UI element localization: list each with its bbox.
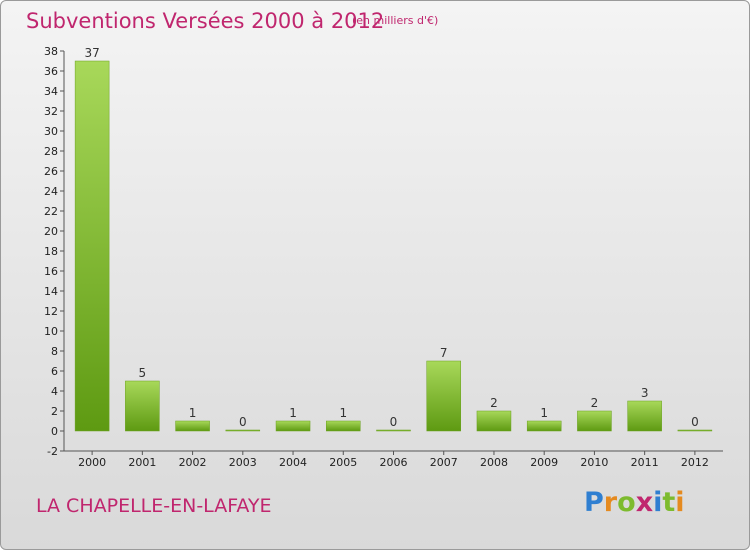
y-tick-label: 12 — [44, 305, 58, 318]
x-tick-label: 2005 — [329, 456, 357, 469]
bar-value-label: 0 — [390, 415, 398, 429]
logo-letter: o — [617, 487, 636, 518]
logo-letter: x — [635, 487, 654, 518]
chart-unit: (en milliers d'€) — [352, 14, 439, 27]
logo-letter: i — [675, 487, 685, 518]
bar-value-label: 0 — [691, 415, 699, 429]
bar-value-label: 1 — [289, 406, 297, 420]
y-tick-label: 20 — [44, 225, 58, 238]
chart-labels: 37 5 1 0 1 1 0 7 2 1 2 3 0 — [84, 46, 698, 429]
bar — [627, 400, 662, 432]
x-tick-label: 2002 — [179, 456, 207, 469]
x-tick-label: 2010 — [580, 456, 608, 469]
bar — [577, 410, 612, 432]
y-tick-label: 36 — [44, 65, 58, 78]
x-tick-label: 2004 — [279, 456, 307, 469]
y-tick-label: 30 — [44, 125, 58, 138]
bar — [74, 60, 110, 432]
y-tick-label: -2 — [47, 445, 58, 458]
bar — [125, 380, 160, 432]
x-tick-label: 2001 — [128, 456, 156, 469]
y-tick-label: 14 — [44, 285, 58, 298]
y-tick-label: 2 — [51, 405, 58, 418]
bar-value-label: 7 — [440, 346, 448, 360]
bar-value-label: 0 — [239, 415, 247, 429]
x-tick-label: 2008 — [480, 456, 508, 469]
logo-letter: i — [653, 487, 663, 518]
town-name: LA CHAPELLE-EN-LAFAYE — [36, 495, 272, 517]
bar — [225, 429, 261, 432]
bar-value-label: 1 — [540, 406, 548, 420]
y-tick-label: 28 — [44, 145, 58, 158]
bar — [175, 420, 210, 432]
bar — [275, 420, 311, 432]
x-tick-label: 2003 — [229, 456, 257, 469]
x-tick-label: 2012 — [681, 456, 709, 469]
x-tick-label: 2006 — [380, 456, 408, 469]
x-tick-label: 2007 — [430, 456, 458, 469]
bar — [677, 429, 713, 432]
y-tick-label: 16 — [44, 265, 58, 278]
bar-value-label: 1 — [189, 406, 197, 420]
y-tick-label: 8 — [51, 345, 58, 358]
bar — [526, 420, 562, 432]
x-tick-label: 2000 — [78, 456, 106, 469]
bar-value-label: 3 — [641, 386, 649, 400]
chart-title: Subventions Versées 2000 à 2012 — [26, 9, 385, 33]
x-tick-label: 2009 — [530, 456, 558, 469]
bar-value-label: 2 — [591, 396, 599, 410]
bar — [426, 360, 461, 432]
y-tick-label: 4 — [51, 385, 58, 398]
y-tick-label: 32 — [44, 105, 58, 118]
bar — [326, 420, 361, 432]
bar — [376, 429, 411, 432]
y-tick-label: 24 — [44, 185, 58, 198]
logo-letter: P — [584, 487, 604, 518]
bar-value-label: 1 — [339, 406, 347, 420]
y-tick-label: 10 — [44, 325, 58, 338]
proxiti-logo: Proxiti — [584, 487, 685, 518]
chart-axes: -202468101214161820222426283032343638200… — [44, 45, 723, 469]
logo-letter: t — [662, 487, 676, 518]
y-tick-label: 34 — [44, 85, 58, 98]
chart-bars — [74, 60, 713, 432]
bar-value-label: 2 — [490, 396, 498, 410]
y-tick-label: 6 — [51, 365, 58, 378]
bar — [476, 410, 512, 432]
y-tick-label: 0 — [51, 425, 58, 438]
y-tick-label: 22 — [44, 205, 58, 218]
bar-value-label: 5 — [139, 366, 147, 380]
y-tick-label: 26 — [44, 165, 58, 178]
x-tick-label: 2011 — [631, 456, 659, 469]
y-tick-label: 38 — [44, 45, 58, 58]
bar-value-label: 37 — [84, 46, 99, 60]
logo-letter: r — [603, 487, 618, 518]
y-tick-label: 18 — [44, 245, 58, 258]
